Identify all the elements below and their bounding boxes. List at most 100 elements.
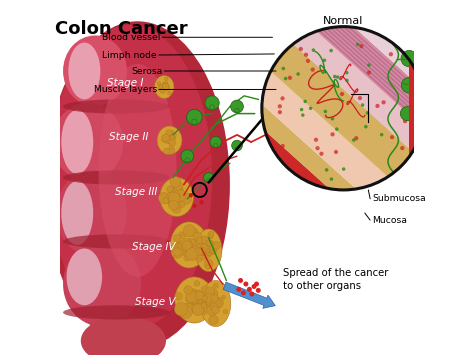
Circle shape: [175, 236, 181, 242]
Circle shape: [205, 248, 210, 253]
Circle shape: [201, 256, 206, 260]
Polygon shape: [218, 0, 474, 216]
Circle shape: [309, 106, 312, 110]
Circle shape: [329, 177, 333, 181]
Circle shape: [191, 298, 196, 302]
Circle shape: [185, 158, 190, 162]
Polygon shape: [221, 0, 474, 212]
Circle shape: [282, 67, 285, 70]
Circle shape: [364, 125, 368, 129]
Ellipse shape: [81, 316, 166, 355]
Circle shape: [192, 294, 203, 305]
Ellipse shape: [157, 126, 182, 154]
Circle shape: [175, 242, 182, 248]
Circle shape: [164, 136, 171, 143]
Circle shape: [201, 286, 209, 293]
Text: Blood vessel: Blood vessel: [102, 33, 161, 42]
Circle shape: [181, 246, 190, 256]
Polygon shape: [137, 23, 449, 306]
Circle shape: [177, 187, 181, 191]
Circle shape: [333, 75, 337, 78]
Circle shape: [191, 290, 204, 304]
Circle shape: [199, 300, 202, 304]
Circle shape: [164, 77, 168, 81]
Circle shape: [186, 242, 192, 248]
Text: Stage III: Stage III: [115, 187, 157, 197]
Polygon shape: [237, 0, 474, 195]
Circle shape: [191, 291, 197, 297]
Circle shape: [186, 248, 199, 261]
Circle shape: [199, 247, 206, 255]
Circle shape: [181, 193, 191, 204]
Circle shape: [204, 294, 214, 303]
Circle shape: [172, 204, 181, 213]
Circle shape: [173, 189, 180, 196]
Circle shape: [208, 245, 217, 255]
Circle shape: [191, 119, 197, 125]
Circle shape: [164, 148, 170, 154]
Circle shape: [180, 233, 185, 238]
Ellipse shape: [155, 75, 174, 99]
Circle shape: [410, 101, 413, 105]
Circle shape: [177, 193, 181, 197]
Circle shape: [196, 300, 206, 310]
Circle shape: [278, 104, 282, 108]
Circle shape: [247, 287, 252, 292]
Circle shape: [366, 111, 369, 115]
Polygon shape: [223, 0, 474, 210]
Circle shape: [158, 192, 170, 204]
Circle shape: [319, 152, 324, 156]
Circle shape: [335, 127, 338, 131]
Circle shape: [185, 241, 192, 249]
Circle shape: [208, 244, 214, 250]
Text: Stage V: Stage V: [135, 297, 175, 307]
Circle shape: [173, 248, 182, 256]
Circle shape: [334, 150, 338, 154]
Circle shape: [340, 92, 344, 96]
Circle shape: [173, 187, 178, 192]
Circle shape: [192, 204, 197, 208]
Circle shape: [243, 282, 248, 286]
Text: Stage II: Stage II: [109, 132, 148, 142]
Circle shape: [160, 88, 165, 93]
Circle shape: [184, 286, 192, 294]
Circle shape: [306, 59, 310, 63]
Circle shape: [375, 104, 380, 108]
Circle shape: [205, 287, 215, 296]
Circle shape: [235, 147, 239, 151]
Circle shape: [361, 103, 365, 107]
Circle shape: [231, 100, 243, 113]
Circle shape: [203, 311, 207, 315]
Circle shape: [210, 296, 219, 305]
Circle shape: [162, 83, 169, 90]
Circle shape: [179, 201, 185, 207]
Circle shape: [299, 47, 303, 51]
Circle shape: [301, 113, 305, 117]
Circle shape: [182, 241, 192, 250]
Circle shape: [207, 301, 212, 307]
Circle shape: [345, 79, 349, 82]
Circle shape: [167, 138, 173, 144]
Polygon shape: [219, 0, 474, 214]
Circle shape: [390, 135, 394, 139]
Text: Submucosa: Submucosa: [372, 194, 426, 203]
Circle shape: [189, 293, 201, 304]
Circle shape: [232, 140, 242, 151]
Circle shape: [401, 50, 417, 67]
Circle shape: [183, 241, 193, 251]
Circle shape: [163, 81, 168, 86]
Circle shape: [163, 197, 169, 204]
Circle shape: [186, 245, 193, 252]
Circle shape: [173, 187, 179, 193]
Circle shape: [169, 196, 176, 203]
Circle shape: [214, 299, 218, 302]
Circle shape: [213, 297, 224, 308]
Circle shape: [162, 134, 169, 142]
Circle shape: [189, 193, 193, 197]
Text: Spread of the cancer
to other organs: Spread of the cancer to other organs: [283, 268, 389, 291]
Circle shape: [206, 247, 211, 252]
Circle shape: [162, 84, 166, 88]
Circle shape: [389, 52, 393, 56]
Circle shape: [158, 85, 164, 91]
Circle shape: [163, 136, 168, 141]
